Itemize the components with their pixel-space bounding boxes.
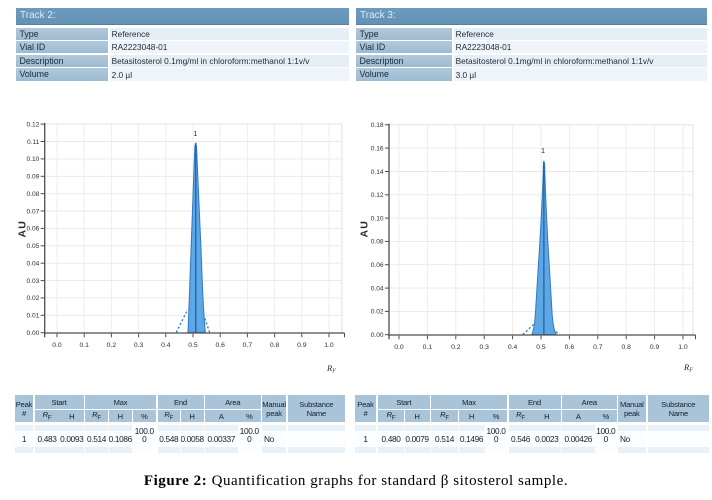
svg-text:0.1: 0.1 xyxy=(423,344,433,351)
svg-text:0.9: 0.9 xyxy=(297,342,307,349)
svg-text:0.8: 0.8 xyxy=(621,344,631,351)
svg-text:0.4: 0.4 xyxy=(508,344,518,351)
svg-text:0.02: 0.02 xyxy=(26,295,39,302)
svg-text:1: 1 xyxy=(193,129,197,138)
svg-text:RF: RF xyxy=(326,363,336,375)
svg-text:1.0: 1.0 xyxy=(678,344,688,351)
svg-text:0.08: 0.08 xyxy=(371,239,384,246)
svg-text:AU: AU xyxy=(359,220,371,238)
svg-text:AU: AU xyxy=(17,220,29,238)
svg-text:0.7: 0.7 xyxy=(243,342,253,349)
svg-text:0.7: 0.7 xyxy=(593,344,603,351)
svg-text:0.6: 0.6 xyxy=(215,342,225,349)
svg-text:0.8: 0.8 xyxy=(270,342,280,349)
svg-text:0.18: 0.18 xyxy=(371,122,384,129)
svg-text:0.14: 0.14 xyxy=(371,169,384,176)
svg-text:0.3: 0.3 xyxy=(479,344,489,351)
svg-text:0.16: 0.16 xyxy=(371,145,384,152)
svg-text:0.01: 0.01 xyxy=(26,313,39,320)
svg-text:0.5: 0.5 xyxy=(536,344,546,351)
svg-text:0.1: 0.1 xyxy=(79,342,89,349)
svg-text:0.2: 0.2 xyxy=(107,342,117,349)
svg-text:0.0: 0.0 xyxy=(394,344,404,351)
svg-text:0.00: 0.00 xyxy=(371,332,384,339)
svg-text:1: 1 xyxy=(541,146,545,155)
svg-text:0.0: 0.0 xyxy=(52,342,62,349)
svg-text:0.3: 0.3 xyxy=(134,342,144,349)
svg-text:0.5: 0.5 xyxy=(188,342,198,349)
svg-text:0.08: 0.08 xyxy=(26,191,39,198)
svg-text:0.03: 0.03 xyxy=(26,278,39,285)
svg-text:0.06: 0.06 xyxy=(371,262,384,269)
svg-text:0.10: 0.10 xyxy=(371,215,384,222)
svg-text:0.07: 0.07 xyxy=(26,208,39,215)
svg-text:0.11: 0.11 xyxy=(27,139,40,146)
svg-text:0.04: 0.04 xyxy=(26,261,39,268)
svg-text:0.04: 0.04 xyxy=(371,285,384,292)
svg-text:0.10: 0.10 xyxy=(26,156,39,163)
svg-text:0.4: 0.4 xyxy=(161,342,171,349)
svg-text:0.02: 0.02 xyxy=(371,309,384,316)
svg-text:1.0: 1.0 xyxy=(324,342,334,349)
svg-text:0.00: 0.00 xyxy=(26,330,39,337)
svg-text:0.12: 0.12 xyxy=(26,121,39,128)
svg-text:0.6: 0.6 xyxy=(565,344,575,351)
svg-text:0.12: 0.12 xyxy=(371,192,384,199)
svg-text:0.2: 0.2 xyxy=(451,344,461,351)
svg-text:0.05: 0.05 xyxy=(26,243,39,250)
svg-text:RF: RF xyxy=(683,362,693,374)
svg-text:0.9: 0.9 xyxy=(650,344,660,351)
svg-text:0.09: 0.09 xyxy=(26,174,39,181)
svg-text:0.06: 0.06 xyxy=(26,226,39,233)
